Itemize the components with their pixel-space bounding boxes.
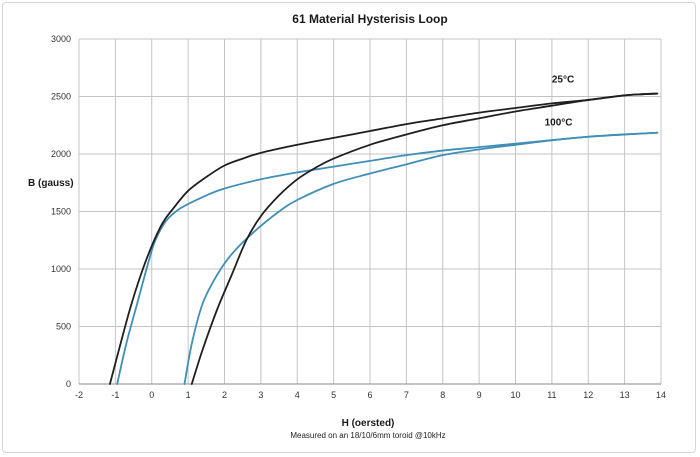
- measurement-note: Measured on an 18/10/6mm toroid @10kHz: [290, 431, 445, 440]
- x-tick-label: 3: [258, 390, 263, 400]
- x-tick-label: 1: [186, 390, 191, 400]
- series-100c-branch-ascending: [116, 131, 659, 385]
- x-tick-labels: -2 -1 0 1 2 3 4 5 6 7 8 9 10 11 12 13 14: [75, 390, 666, 400]
- x-tick-label: 4: [295, 390, 300, 400]
- x-tick-label: 6: [367, 390, 372, 400]
- series-label: 25°C: [552, 75, 574, 86]
- y-tick-label: 500: [56, 322, 71, 332]
- series-annotations: 25°C 100°C: [545, 75, 575, 129]
- x-tick-label: -1: [111, 390, 119, 400]
- y-tick-label: 1000: [51, 264, 71, 274]
- y-axis-label: B (gauss): [28, 178, 74, 189]
- x-tick-label: 11: [547, 390, 556, 400]
- series-100c-branch-descending: [183, 131, 659, 385]
- curves: [109, 92, 659, 385]
- x-tick-label: 0: [149, 390, 154, 400]
- y-tick-label: 1500: [51, 207, 71, 217]
- chart-title: 61 Material Hysterisis Loop: [292, 12, 447, 26]
- x-tick-label: 12: [583, 390, 593, 400]
- y-tick-label: 2500: [51, 92, 71, 102]
- x-tick-label: -2: [75, 390, 83, 400]
- x-tick-label: 9: [477, 390, 482, 400]
- x-axis-label: H (oersted): [342, 418, 395, 429]
- x-tick-label: 8: [440, 390, 445, 400]
- series-label: 100°C: [545, 117, 573, 128]
- grid: [78, 38, 662, 385]
- x-tick-label: 13: [620, 390, 630, 400]
- y-tick-labels: 0 500 1000 1500 2000 2500 3000: [51, 34, 71, 389]
- y-tick-label: 3000: [51, 34, 71, 44]
- x-tick-label: 10: [510, 390, 520, 400]
- y-tick-label: 0: [66, 379, 71, 389]
- x-tick-label: 5: [331, 390, 336, 400]
- x-tick-label: 7: [404, 390, 409, 400]
- y-tick-label: 2000: [51, 149, 71, 159]
- x-tick-label: 14: [656, 390, 666, 400]
- series-25c-branch-descending: [190, 92, 659, 385]
- series-25c-branch-ascending: [109, 92, 659, 385]
- x-tick-label: 2: [222, 390, 227, 400]
